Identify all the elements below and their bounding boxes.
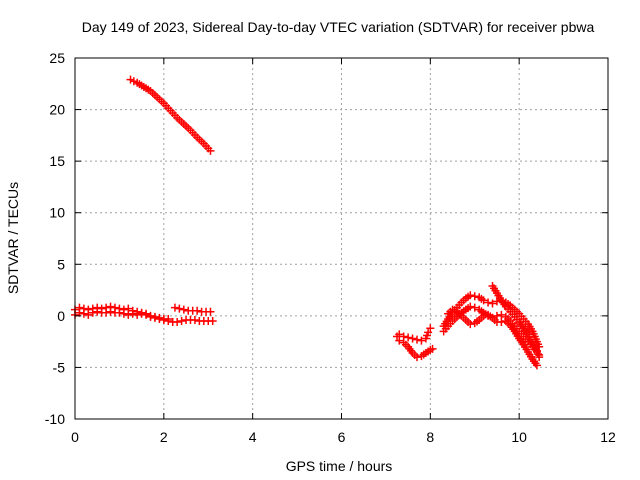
data-point xyxy=(164,314,173,323)
data-point xyxy=(424,328,433,337)
data-point xyxy=(497,310,506,319)
data-point xyxy=(395,336,404,345)
x-axis-label: GPS time / hours xyxy=(286,458,393,474)
data-point xyxy=(466,320,475,329)
grid-lines xyxy=(75,58,608,419)
data-point xyxy=(484,298,493,307)
series-pass-d xyxy=(393,324,435,345)
data-point xyxy=(466,291,475,300)
y-tick-label: -5 xyxy=(53,359,66,375)
data-layer xyxy=(71,75,544,370)
data-point xyxy=(142,310,151,319)
series-pass-h xyxy=(444,305,541,370)
data-point xyxy=(428,344,437,353)
y-tick-labels: -10 -5 0 5 10 15 20 25 xyxy=(45,50,65,427)
y-tick-label: 0 xyxy=(57,308,65,324)
data-point xyxy=(488,299,497,308)
data-point xyxy=(79,309,88,318)
data-point xyxy=(408,334,417,343)
y-tick-label: 15 xyxy=(49,153,65,169)
data-point xyxy=(535,353,544,362)
data-point xyxy=(84,310,93,319)
series-pass-e xyxy=(395,336,437,362)
data-point xyxy=(88,308,97,317)
y-tick-label: 5 xyxy=(57,256,65,272)
data-point xyxy=(119,309,128,318)
data-point xyxy=(190,315,199,324)
data-point xyxy=(470,303,479,312)
data-point xyxy=(93,307,102,316)
x-tick-label: 10 xyxy=(511,429,527,445)
data-point xyxy=(155,313,164,322)
y-tick-label: -10 xyxy=(45,411,65,427)
data-point xyxy=(175,304,184,313)
data-point xyxy=(177,317,186,326)
data-point xyxy=(173,318,182,327)
x-tick-label: 2 xyxy=(160,429,168,445)
data-point xyxy=(208,317,217,326)
data-point xyxy=(426,324,435,333)
x-tick-label: 0 xyxy=(71,429,79,445)
data-point xyxy=(466,302,475,311)
x-tick-labels: 0 2 4 6 8 10 12 xyxy=(71,429,616,445)
y-tick-label: 20 xyxy=(49,102,65,118)
data-point xyxy=(128,309,137,318)
data-point xyxy=(479,296,488,305)
series-pass-high xyxy=(126,75,215,155)
data-point xyxy=(193,306,202,315)
data-point xyxy=(137,309,146,318)
chart-title: Day 149 of 2023, Sidereal Day-to-day VTE… xyxy=(82,19,595,35)
x-tick-label: 8 xyxy=(426,429,434,445)
data-point xyxy=(170,303,179,312)
x-tick-label: 4 xyxy=(249,429,257,445)
x-tick-label: 6 xyxy=(338,429,346,445)
x-tick-label: 12 xyxy=(600,429,616,445)
data-point xyxy=(470,292,479,301)
y-axis-label: SDTVAR / TECUs xyxy=(5,182,21,294)
data-point xyxy=(448,305,457,314)
data-point xyxy=(102,308,111,317)
data-point xyxy=(146,312,155,321)
axis-ticks xyxy=(74,57,609,420)
data-point xyxy=(404,333,413,342)
y-tick-label: 10 xyxy=(49,205,65,221)
data-point xyxy=(206,307,215,316)
data-point xyxy=(179,305,188,314)
data-point xyxy=(532,361,541,370)
data-point xyxy=(413,335,422,344)
data-point xyxy=(124,310,133,319)
data-point xyxy=(206,146,215,155)
data-point xyxy=(115,308,124,317)
series-pass-c xyxy=(170,303,215,316)
data-point xyxy=(106,307,115,316)
y-tick-label: 25 xyxy=(49,50,65,66)
series-pass-i xyxy=(488,281,544,362)
data-point xyxy=(413,353,422,362)
data-point xyxy=(417,336,426,345)
data-point xyxy=(497,318,506,327)
data-point xyxy=(133,310,142,319)
